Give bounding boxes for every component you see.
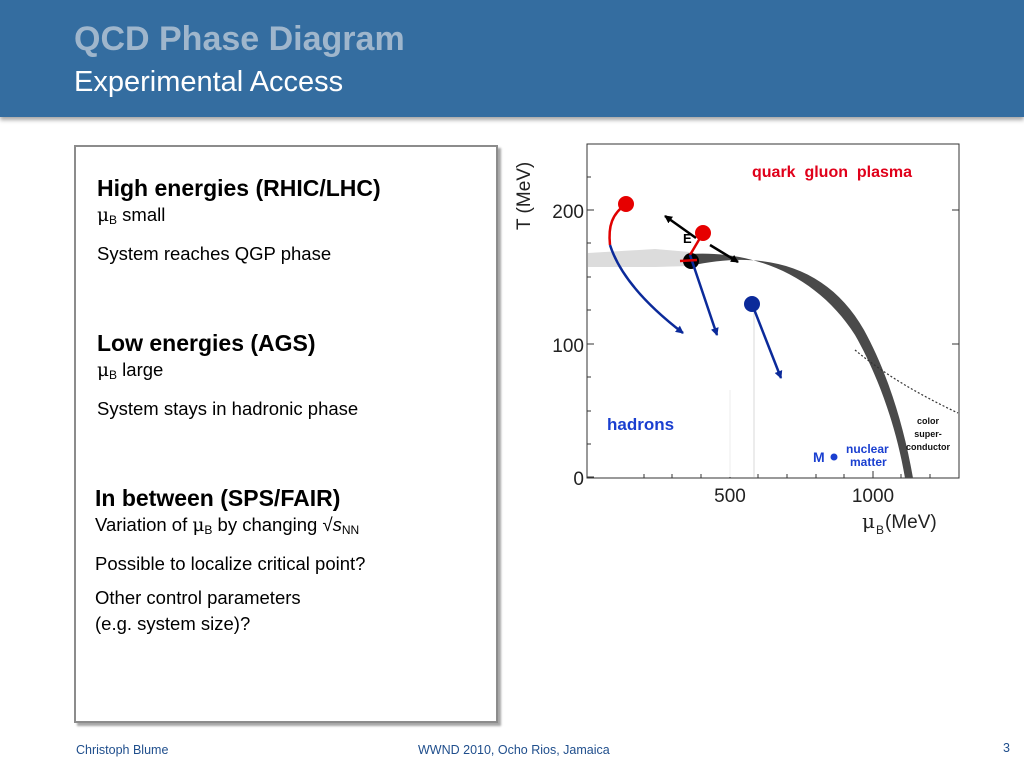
line-mid: by changing √ [212,514,333,535]
page-number: 3 [1003,741,1010,755]
slide-title: QCD Phase Diagram [74,20,405,58]
y-tick-label: 200 [552,202,584,223]
title-bar: QCD Phase Diagram Experimental Access [0,0,1024,117]
phase-diagram: 200 100 0 500 1000 T (MeV) μ B (MeV) E q… [514,143,960,537]
mu-symbol: μ [97,205,110,226]
section-heading: Low energies (AGS) [97,330,316,356]
hadrons-label: hadrons [607,415,674,434]
mu-subscript: B [109,213,118,227]
csc-label-line: super- [914,429,942,439]
section-high-energies: High energies (RHIC/LHC) μB small System… [97,174,381,267]
variation-line: Variation of μB by changing √sNN [95,512,365,543]
mu-subscript: B [109,368,118,382]
nuclear-matter-label: matter [850,455,887,469]
section-low-energies: Low energies (AGS) μB large System stays… [97,329,358,422]
nuclear-matter-label: nuclear [846,442,889,456]
footer-event: WWND 2010, Ocho Rios, Jamaica [418,743,610,757]
mu-subscript: B [204,523,213,537]
x-tick-label: 1000 [852,486,894,507]
content-box: High energies (RHIC/LHC) μB small System… [74,145,498,723]
y-tick-label: 0 [573,469,584,490]
section-line: Other control parameters [95,587,301,608]
section-line: Possible to localize critical point? [95,553,366,574]
trajectory-blue [688,254,719,336]
trajectory-blue [750,303,783,379]
x-axis-mu-sub: B [876,523,884,537]
x-tick-label: 500 [714,486,746,507]
x-axis-mu: μ [862,509,875,533]
trajectory-start-dot [744,296,760,312]
y-tick-label: 100 [552,336,584,357]
mu-line: μB large [97,357,358,388]
section-line: System stays in hadronic phase [97,398,359,419]
slide-subtitle: Experimental Access [74,66,344,98]
line-prefix: Variation of [95,514,193,535]
section-heading: High energies (RHIC/LHC) [97,175,381,201]
mu-text: large [117,359,164,380]
trajectory-red [679,258,698,263]
mu-symbol: μ [97,360,110,381]
trajectory-blue [608,244,684,334]
mu-text: small [117,204,166,225]
csc-label-line: conductor [906,442,950,452]
nuclear-matter-point-label: M [813,449,825,465]
csc-label-line: color [917,416,940,426]
trajectory-start-dot [695,225,711,241]
section-heading: In between (SPS/FAIR) [95,485,341,511]
nuclear-matter-point [830,453,838,461]
s-symbol: s [332,514,342,535]
section-line: System reaches QGP phase [97,243,332,264]
csc-boundary [854,349,959,414]
s-subscript: NN [341,523,360,537]
footer-author: Christoph Blume [76,743,169,757]
qgp-label: quark gluon plasma [752,164,912,181]
scan-arrow [664,214,697,240]
tick-marks [587,176,959,478]
y-axis-label: T (MeV) [514,162,535,230]
scan-arrow [709,243,739,264]
section-line: (e.g. system size)? [95,613,251,634]
mu-line: μB small [97,202,381,233]
trajectory-start-dot [618,196,634,212]
section-in-between: In between (SPS/FAIR) Variation of μB by… [95,484,365,637]
x-axis-unit: (MeV) [885,512,937,533]
critical-point-label: E [683,231,692,246]
mu-symbol: μ [192,515,205,536]
